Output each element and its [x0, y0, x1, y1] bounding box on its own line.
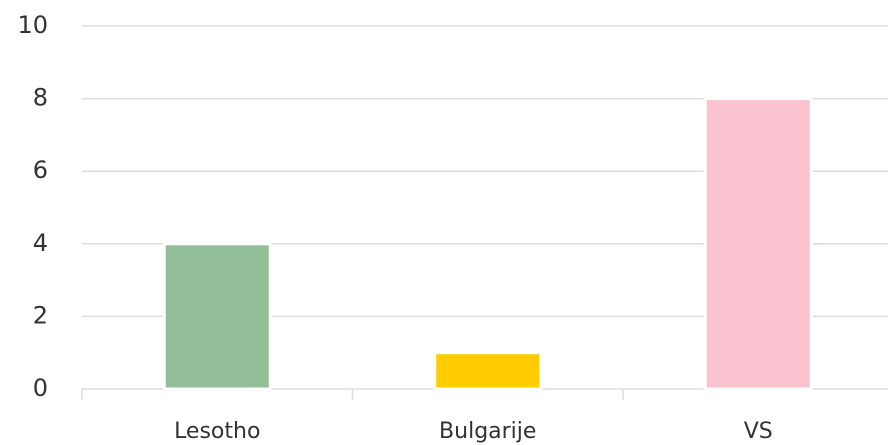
bar [162, 242, 272, 391]
y-tick-label: 6 [33, 156, 48, 184]
y-tick-label: 10 [17, 11, 48, 39]
y-tick-label: 2 [33, 301, 48, 329]
y-tick-label: 0 [33, 374, 48, 402]
x-tick-label: VS [744, 419, 773, 444]
y-tick-label: 4 [33, 229, 48, 257]
x-tick-label: Bulgarije [439, 419, 536, 444]
bar [703, 97, 813, 391]
x-tick-label: Lesotho [174, 419, 260, 444]
bar [433, 351, 543, 391]
y-tick-label: 8 [33, 84, 48, 112]
